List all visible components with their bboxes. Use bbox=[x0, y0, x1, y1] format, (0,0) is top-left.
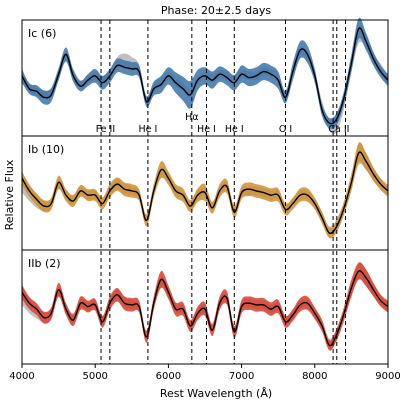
x-tick-label: 8000 bbox=[302, 371, 327, 382]
line-marker: Ca II bbox=[328, 20, 349, 364]
marker-label: He I bbox=[225, 124, 244, 135]
mean-spectrum-line bbox=[21, 270, 389, 347]
chart-title: Phase: 20±2.5 days bbox=[161, 4, 271, 17]
marker-label: Fe II bbox=[96, 124, 115, 135]
marker-label: He I bbox=[138, 124, 157, 135]
sample-band bbox=[22, 17, 388, 129]
marker-label: He I bbox=[197, 124, 216, 135]
panel-label: IIb (2) bbox=[28, 257, 61, 270]
panels-layer: Ic (6) Ib (10) IIb (2) bbox=[21, 17, 389, 365]
x-tick-label: 7000 bbox=[229, 371, 254, 382]
panel-label: Ib (10) bbox=[28, 143, 64, 156]
line-marker: He I bbox=[197, 20, 216, 364]
panel-label: Ic (6) bbox=[28, 27, 56, 40]
mean-spectrum-line bbox=[21, 151, 389, 235]
x-tick-label: 9000 bbox=[375, 371, 400, 382]
line-marker: Hα bbox=[185, 20, 199, 364]
line-marker: Fe II bbox=[96, 20, 115, 364]
marker-label: Hα bbox=[185, 112, 198, 123]
marker-label: Ca II bbox=[328, 124, 349, 135]
panel-3: IIb (2) bbox=[21, 249, 389, 365]
panel-frame bbox=[21, 249, 389, 365]
mean-spectrum-line bbox=[21, 27, 389, 125]
sample-band bbox=[22, 262, 388, 351]
y-axis-label: Relative Flux bbox=[3, 159, 16, 230]
line-marker: O I bbox=[279, 20, 292, 364]
x-axis: 4000 5000 6000 7000 8000 9000 bbox=[9, 364, 401, 382]
sample-band bbox=[22, 141, 388, 239]
line-marker: He I bbox=[225, 20, 244, 364]
x-tick-label: 6000 bbox=[156, 371, 181, 382]
x-axis-label: Rest Wavelength (Å) bbox=[160, 387, 272, 400]
x-tick-label: 4000 bbox=[9, 371, 34, 382]
marker-label: O I bbox=[279, 124, 292, 135]
line-marker: He I bbox=[138, 20, 157, 364]
x-tick-label: 5000 bbox=[82, 371, 107, 382]
